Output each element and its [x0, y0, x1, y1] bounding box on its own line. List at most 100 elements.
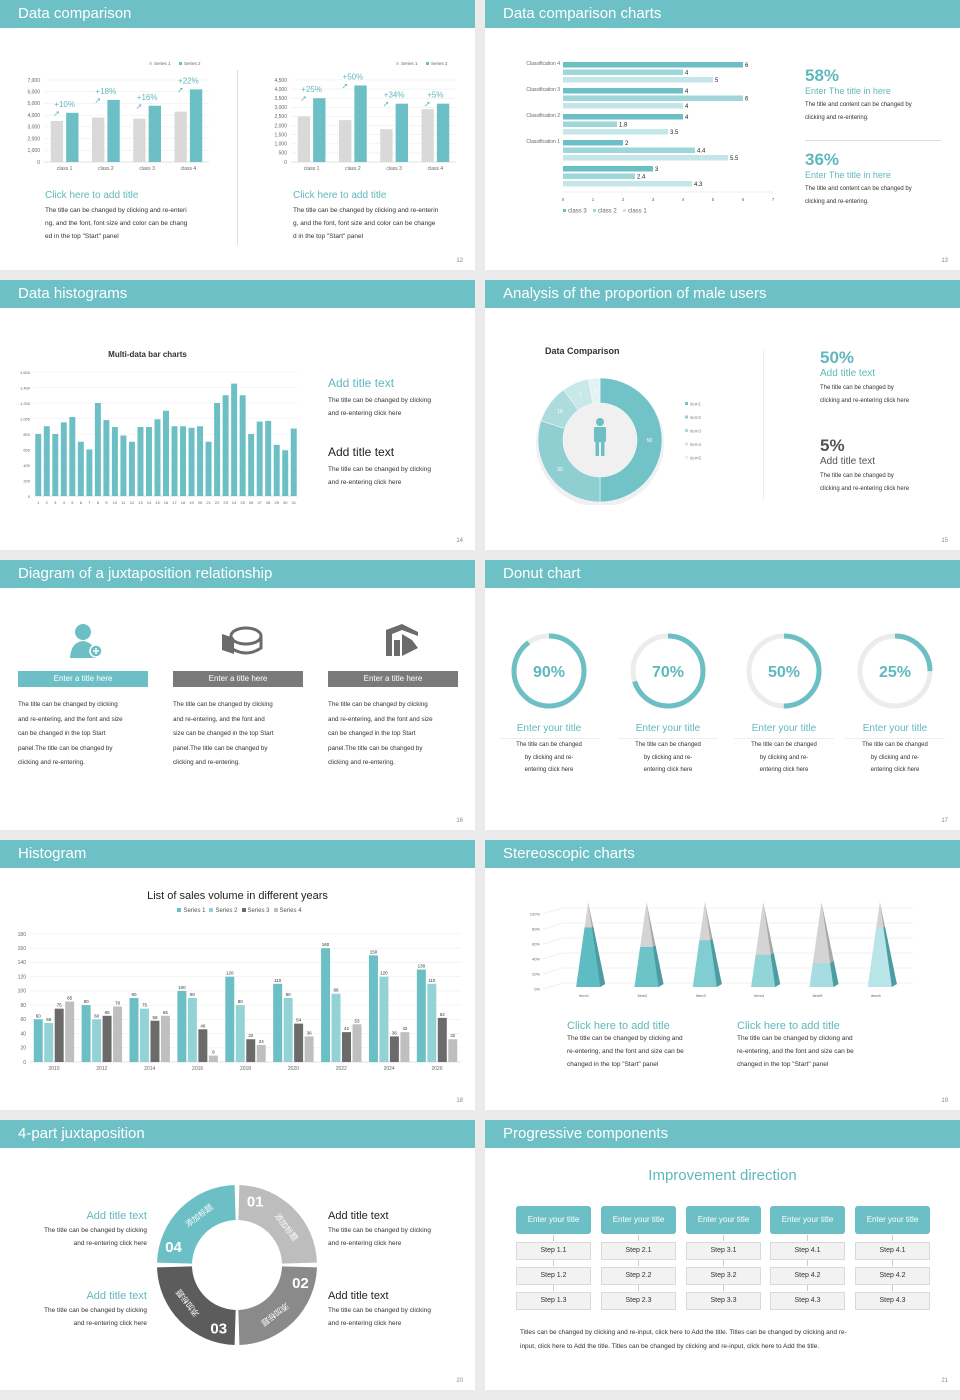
block-title[interactable]: Add title text: [328, 1290, 389, 1302]
item-title-3[interactable]: Enter a title here: [328, 671, 458, 687]
block-title[interactable]: Add title text: [86, 1210, 147, 1222]
bar: [563, 88, 683, 94]
pyramid-fill: [634, 947, 659, 987]
item-title-2[interactable]: Enter a title here: [173, 671, 303, 687]
slide-17[interactable]: Donut chart 90% Enter your title The title…: [485, 560, 960, 830]
step-box[interactable]: Step 3.2: [686, 1267, 761, 1285]
slide-12[interactable]: Data comparison 0 1,000 2,000 3,000 4,000 5,0…: [0, 0, 475, 270]
y-tick-label: 3,000: [27, 125, 40, 131]
x-tick-label: class 1: [57, 166, 73, 172]
block-title[interactable]: Click here to add title: [737, 1020, 840, 1032]
step-box[interactable]: Step 2.1: [601, 1242, 676, 1260]
step-box[interactable]: Step 2.3: [601, 1292, 676, 1310]
connector: [892, 1235, 893, 1241]
line: The title can be changed by: [820, 385, 894, 391]
x-tick-label: 30: [283, 500, 288, 505]
pyramid-fill-side: [830, 961, 839, 987]
person-leg: [601, 442, 605, 456]
slide-15[interactable]: Analysis of the proportion of male users…: [485, 280, 960, 550]
step-box[interactable]: Step 3.3: [686, 1292, 761, 1310]
column-header[interactable]: Enter your title: [855, 1206, 930, 1234]
x-tick-label: 2018: [240, 1066, 251, 1072]
data-label: 120: [380, 971, 388, 976]
slide-19[interactable]: Stereoscopic charts 0% 20% 40% 60% 80% 100% it…: [485, 840, 960, 1110]
x-tick-label: 29: [274, 500, 279, 505]
growth-label: +50%: [343, 72, 364, 81]
slide-title: Analysis of the proportion of male users: [485, 280, 960, 308]
block-title[interactable]: Add title text: [328, 376, 395, 390]
line: The title can be changed by clicking: [328, 701, 428, 708]
step-box[interactable]: Step 4.1: [855, 1242, 930, 1260]
step-box[interactable]: Step 2.2: [601, 1267, 676, 1285]
data-label: 36: [307, 1030, 313, 1035]
stat-title[interactable]: Add title text: [820, 368, 876, 379]
x-tick-label: class 2: [345, 166, 361, 172]
block-title[interactable]: Click here to add title: [293, 190, 387, 201]
data-label: 90: [190, 992, 196, 997]
column-header[interactable]: Enter your title: [770, 1206, 845, 1234]
block-title[interactable]: Add title text: [328, 1210, 389, 1222]
arrow-icon: ➚: [424, 100, 431, 109]
stat-value: 5%: [820, 436, 845, 455]
x-tick-label: class 1: [304, 166, 320, 172]
bar: [283, 998, 293, 1062]
line: can be changed in the top Start: [18, 730, 106, 737]
bar: [69, 416, 76, 496]
bar: [563, 147, 695, 153]
y-tick-label: Classification 4: [526, 61, 560, 67]
block-title[interactable]: Click here to add title: [567, 1020, 670, 1032]
data-label: 42: [344, 1026, 350, 1031]
x-tick-label: 16: [164, 500, 169, 505]
block-title[interactable]: Add title text: [86, 1290, 147, 1302]
caption-title[interactable]: Enter your title: [499, 723, 599, 739]
ring-label: 25%: [879, 664, 911, 681]
block-title[interactable]: Click here to add title: [45, 190, 139, 201]
step-box[interactable]: Step 3.1: [686, 1242, 761, 1260]
slide-18[interactable]: Histogram List of sales volume in differ…: [0, 840, 475, 1110]
step-box[interactable]: Step 4.2: [770, 1267, 845, 1285]
column-header[interactable]: Enter your title: [516, 1206, 591, 1234]
y-tick-label: 1,200: [20, 401, 31, 406]
item-title-1[interactable]: Enter a title here: [18, 671, 148, 687]
line: The title can be changed by clicking and…: [293, 207, 439, 214]
column-header[interactable]: Enter your title: [686, 1206, 761, 1234]
step-box[interactable]: Step 4.2: [855, 1267, 930, 1285]
arrow-icon: ➚: [136, 102, 143, 111]
step-box[interactable]: Step 1.3: [516, 1292, 591, 1310]
legend-label: class 1: [628, 209, 647, 215]
text-block-2: Click here to add title The title can be…: [737, 1020, 854, 1071]
slide-16[interactable]: Diagram of a juxtaposition relationship …: [0, 560, 475, 830]
bar: [448, 1039, 458, 1062]
chart-title: Multi-data bar charts: [108, 350, 187, 359]
step-box[interactable]: Step 4.1: [770, 1242, 845, 1260]
bar: [563, 77, 713, 83]
stat-title[interactable]: Add title text: [820, 456, 876, 467]
donut-caption: Enter your title The title can be changed…: [734, 723, 834, 777]
caption-title[interactable]: Enter your title: [618, 723, 718, 739]
bar: [436, 103, 450, 162]
slide-21[interactable]: Progressive components Improvement direc…: [485, 1120, 960, 1390]
block-title[interactable]: Add title text: [328, 445, 395, 459]
line: ed in the top "Start" panel: [45, 233, 119, 240]
slice-label: 10: [557, 409, 563, 415]
column-header[interactable]: Enter your title: [601, 1206, 676, 1234]
growth-label: +25%: [301, 85, 322, 94]
divider: [763, 350, 764, 500]
step-box[interactable]: Step 4.3: [855, 1292, 930, 1310]
slide-13[interactable]: Data comparison charts 6 4 5 Classification…: [485, 0, 960, 270]
bar: [198, 1029, 208, 1062]
step-box[interactable]: Step 1.2: [516, 1267, 591, 1285]
stat-title[interactable]: Enter The title in here: [805, 86, 891, 96]
caption-title[interactable]: Enter your title: [845, 723, 945, 739]
data-label: 90: [286, 992, 292, 997]
y-tick-label: 800: [23, 432, 30, 437]
bar: [563, 173, 635, 179]
caption-title[interactable]: Enter your title: [734, 723, 834, 739]
stat-title[interactable]: Enter The title in here: [805, 170, 891, 180]
x-tick-label: 9: [105, 500, 108, 505]
slide-14[interactable]: Data histograms Multi-data bar charts 0 2…: [0, 280, 475, 550]
step-box[interactable]: Step 1.1: [516, 1242, 591, 1260]
slide-20[interactable]: 4-part juxtaposition 01 添加标题 02 添加标题 03 添加标题 0…: [0, 1120, 475, 1390]
step-box[interactable]: Step 4.3: [770, 1292, 845, 1310]
line: panel.The title can be changed by: [173, 744, 268, 752]
